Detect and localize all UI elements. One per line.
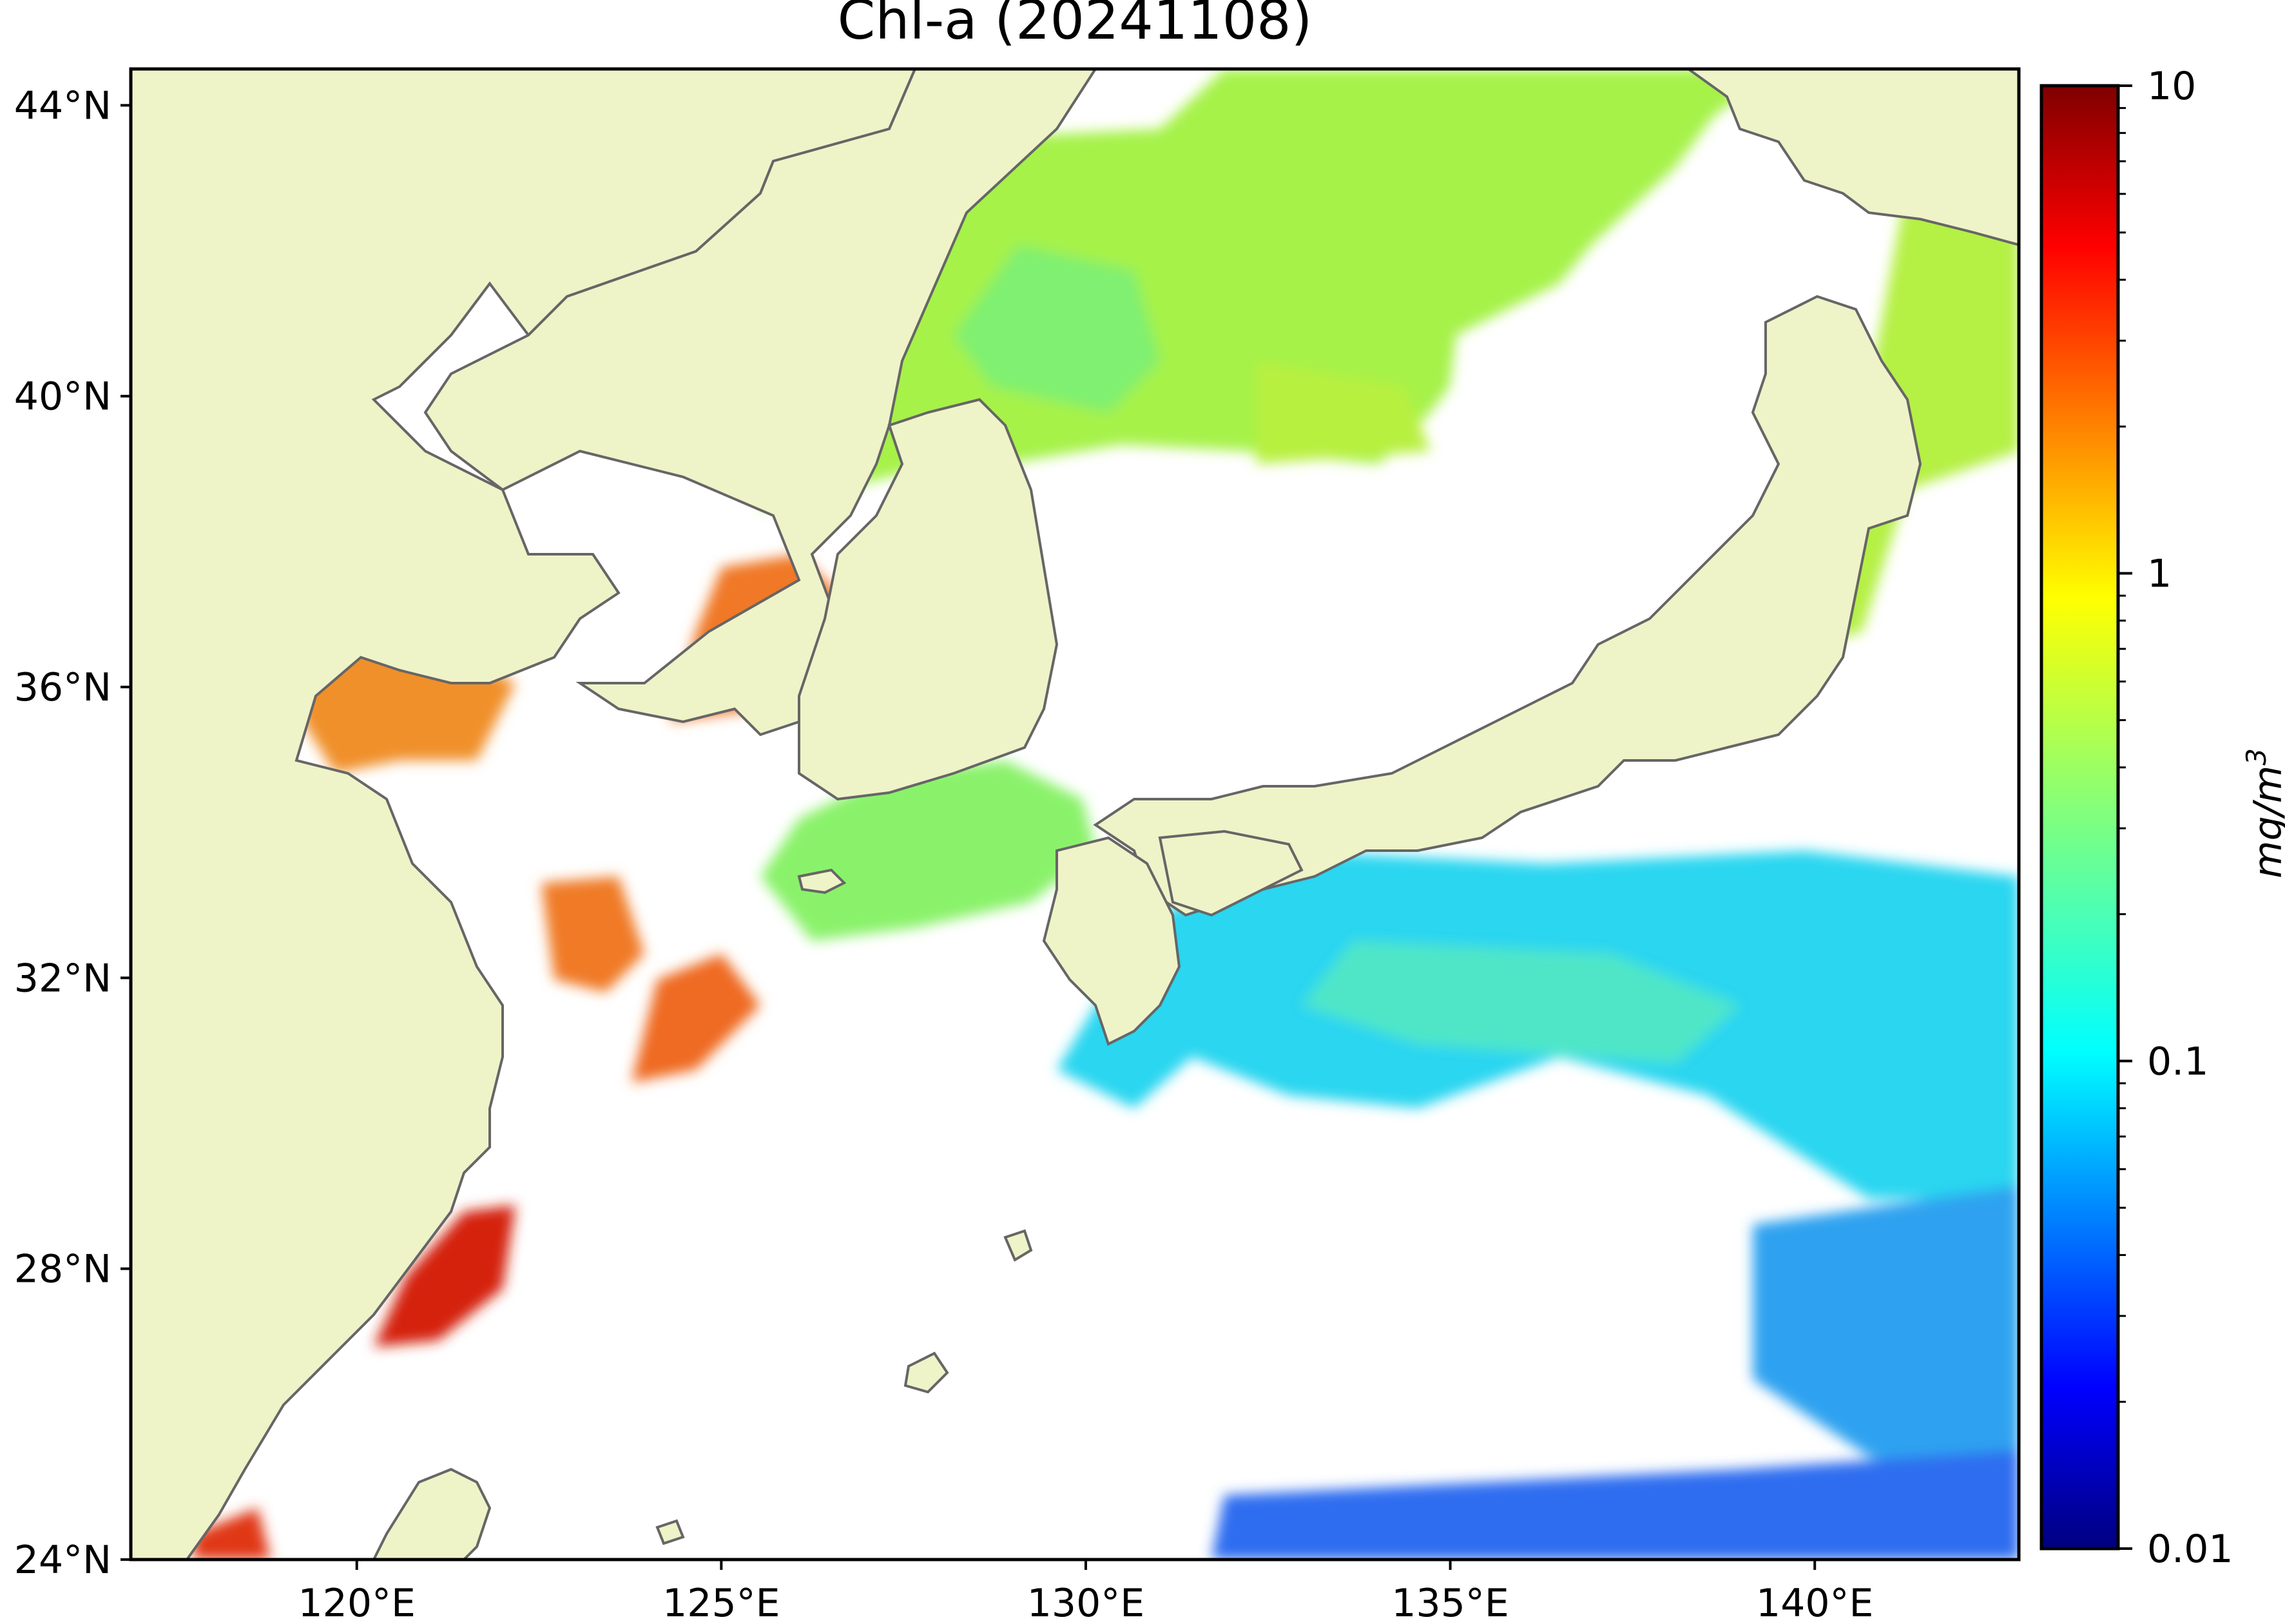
land-korean-peninsula bbox=[798, 398, 1059, 801]
colorbar: 10 1 0.1 0.01 mg/m3 bbox=[2039, 64, 2285, 1572]
lat-tick-label: 28°N bbox=[14, 1247, 111, 1292]
land-jeju-island bbox=[797, 868, 847, 894]
lat-tick-label: 44°N bbox=[14, 83, 111, 128]
land-japan-hokkaido bbox=[1686, 69, 2019, 247]
colorbar-gradient bbox=[2041, 86, 2118, 1549]
colorbar-frame bbox=[2039, 84, 2120, 1551]
land-japan-shikoku bbox=[1158, 829, 1304, 917]
colorbar-tick-label: 0.1 bbox=[2147, 1039, 2208, 1084]
colorbar-label-text: mg/m bbox=[2246, 766, 2285, 878]
lon-tick-label: 120°E bbox=[298, 1581, 415, 1624]
lat-tick-label: 32°N bbox=[14, 956, 111, 1001]
lon-tick-label: 125°E bbox=[662, 1581, 780, 1624]
land-japan-kyushu bbox=[1042, 836, 1181, 1046]
lat-tick-label: 36°N bbox=[14, 665, 111, 710]
colorbar-tick-label: 1 bbox=[2147, 552, 2172, 597]
land-asia-mainland bbox=[131, 69, 917, 1560]
lon-tick-label: 135°E bbox=[1391, 1581, 1509, 1624]
longitude-axis: 120°E 125°E 130°E 135°E 140°E bbox=[298, 1560, 1873, 1624]
colorbar-tick-label: 10 bbox=[2147, 64, 2196, 109]
map-area bbox=[131, 69, 2019, 1560]
lat-tick-label: 24°N bbox=[14, 1538, 111, 1583]
colorbar-label: mg/m3 bbox=[2241, 748, 2285, 878]
lon-tick-label: 140°E bbox=[1756, 1581, 1873, 1624]
map-title: Chl-a (20241108) bbox=[838, 0, 1313, 52]
lon-tick-label: 130°E bbox=[1027, 1581, 1144, 1624]
latitude-axis: 24°N 28°N 32°N 36°N 40°N 44°N bbox=[14, 83, 131, 1583]
colorbar-label-superscript: 3 bbox=[2241, 748, 2272, 766]
land-ryukyu-islands bbox=[655, 1229, 1033, 1545]
lat-tick-label: 40°N bbox=[14, 374, 111, 420]
map-frame bbox=[129, 67, 2021, 1561]
colorbar-tick-label: 0.01 bbox=[2147, 1527, 2233, 1572]
colorbar-ticks: 10 1 0.1 0.01 bbox=[2118, 64, 2233, 1572]
land-taiwan bbox=[372, 1467, 492, 1560]
land-liaodong-shandong-korea bbox=[423, 69, 1097, 737]
